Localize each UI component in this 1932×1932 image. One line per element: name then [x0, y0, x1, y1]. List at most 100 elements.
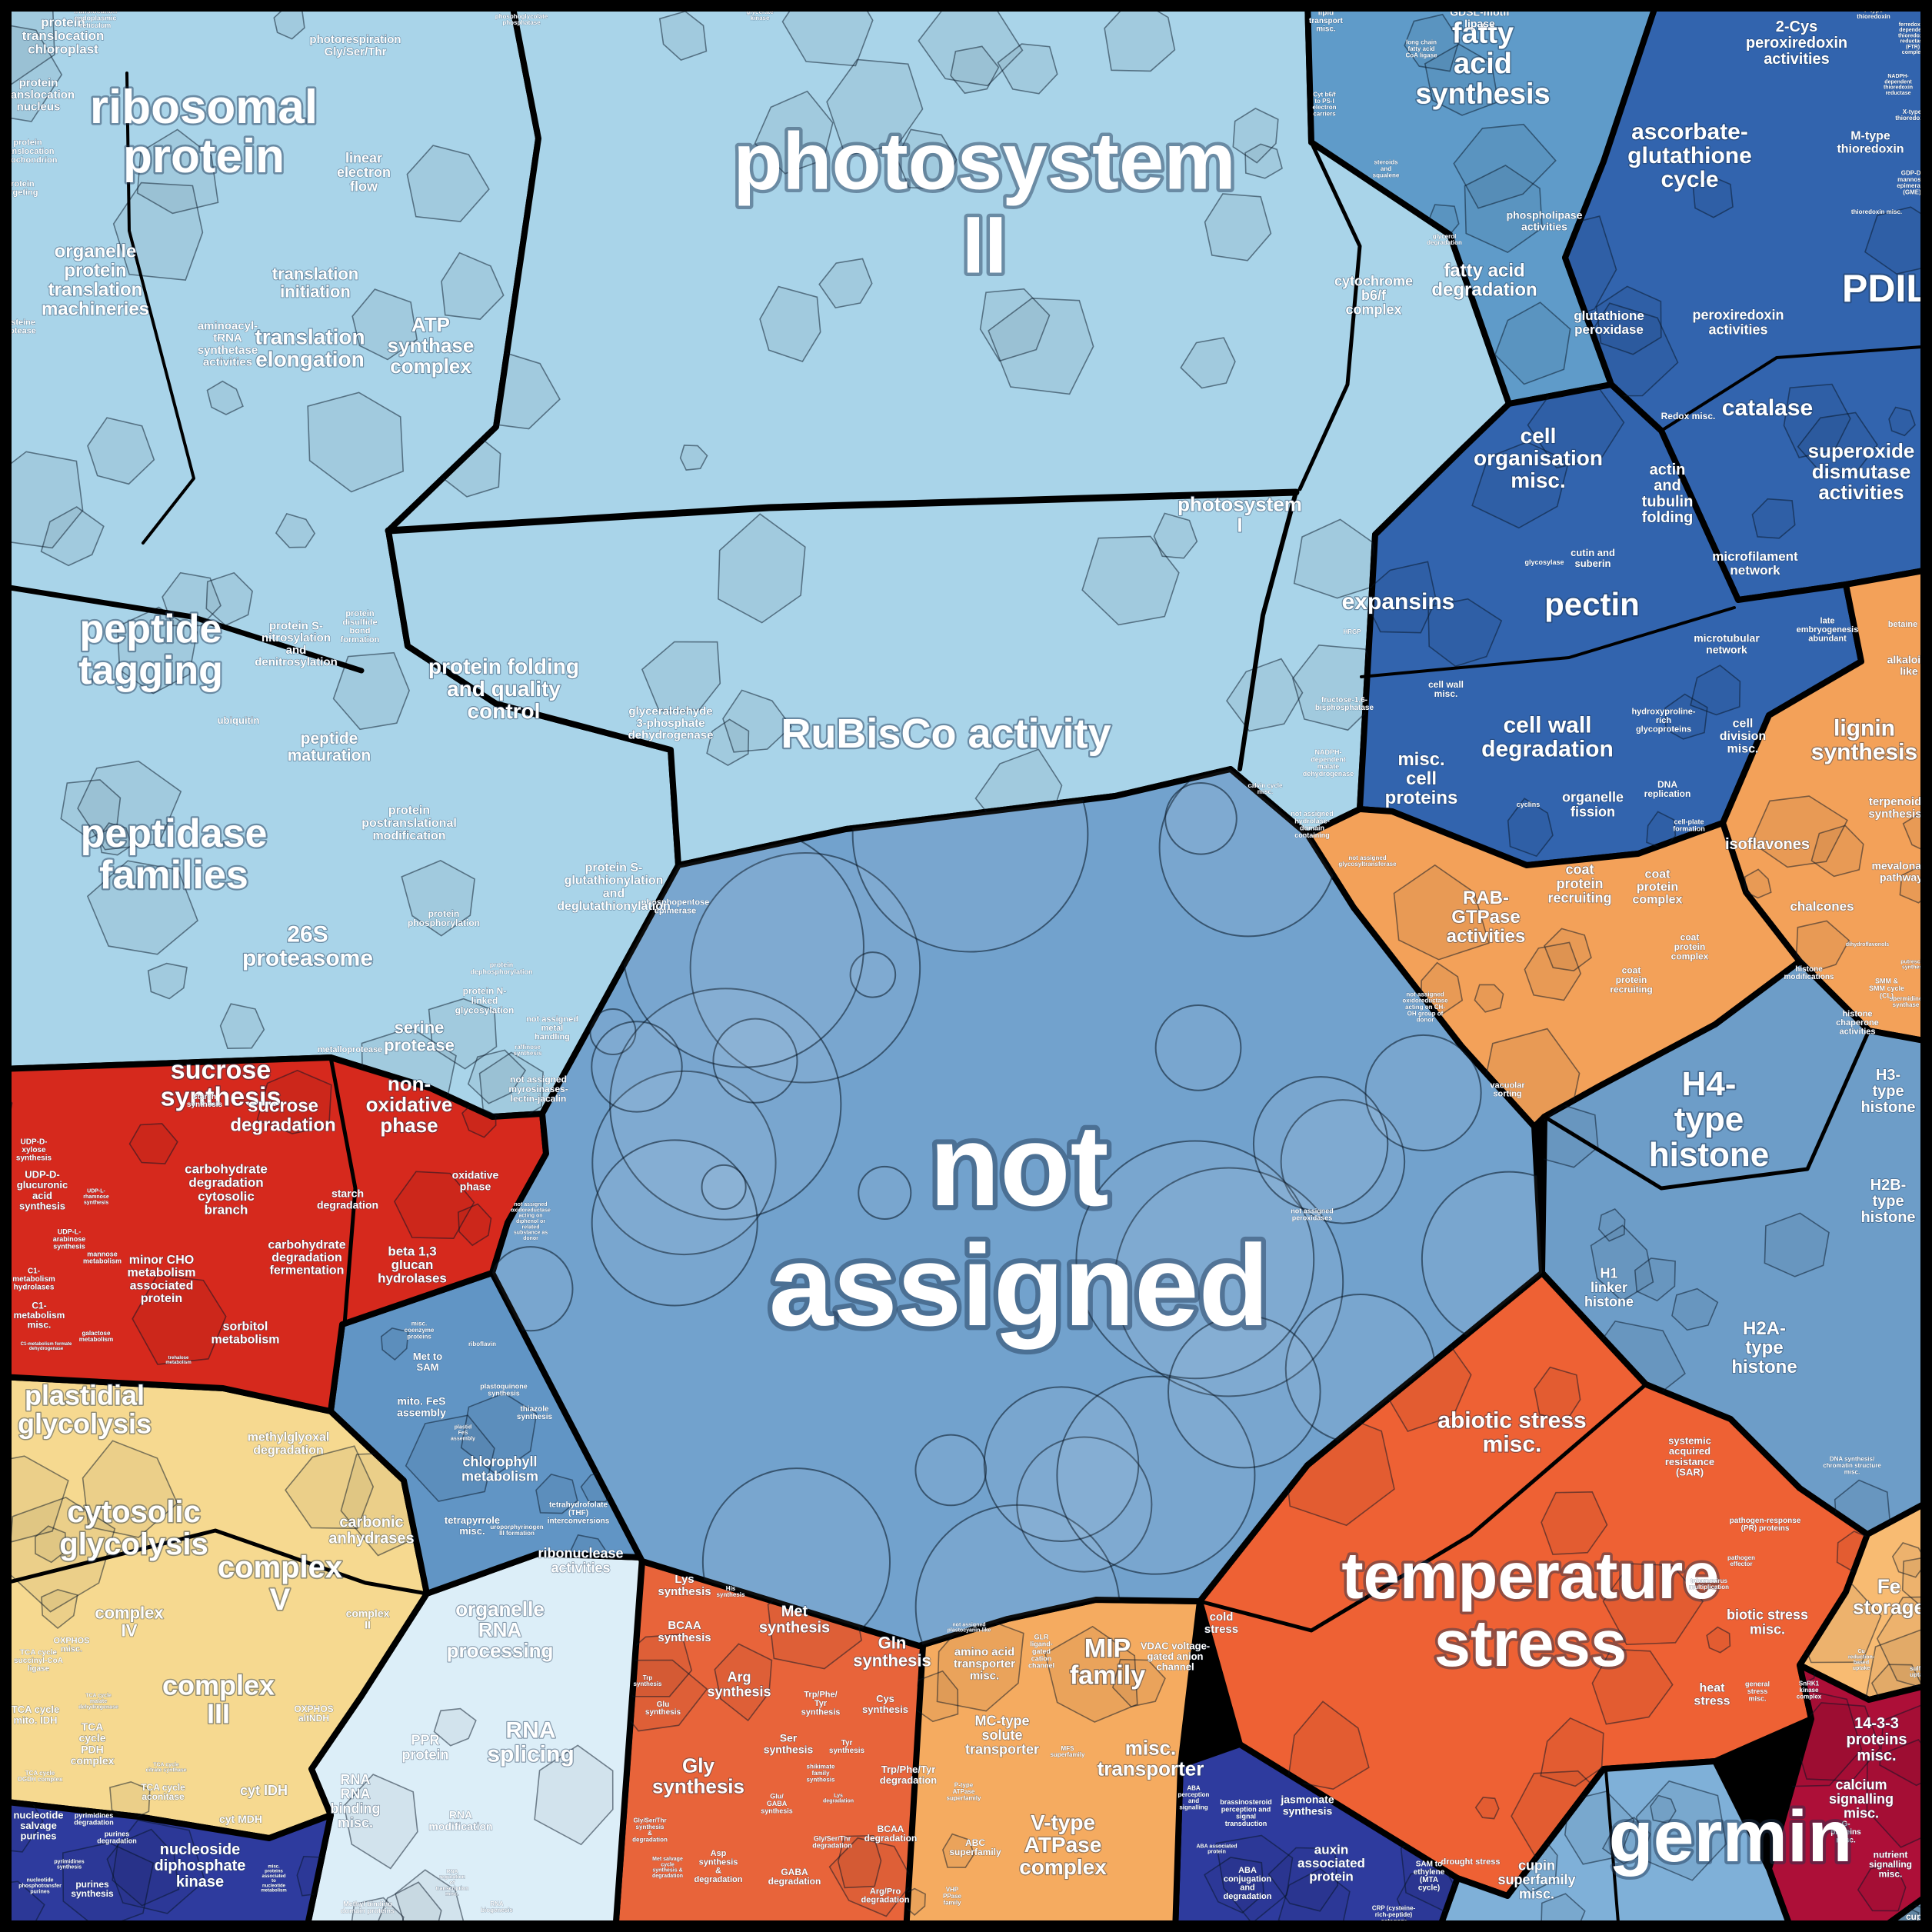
- label-sucrose-degradation: sucrose degradation: [230, 1096, 335, 1136]
- divider-line: [1660, 345, 1932, 432]
- label-nucleoside-diphosphate-kinase: nucleoside diphosphate kinase: [155, 1841, 246, 1890]
- label-dna-synthesis-chromatin-structure-misc: DNA synthesis/chromatin structure misc.: [1823, 1456, 1881, 1476]
- label-snrk1-kinase-complex: SnRK1 kinase complex: [1797, 1681, 1822, 1700]
- label-protein-n-linked-glycosylation: protein N-linked glycosylation: [455, 986, 515, 1016]
- label-phospholipase-activities: phospholipase activities: [1507, 209, 1583, 233]
- label-tca-cycle-succinyl-coa-ligase: TCA cycle succinyl-CoA ligase: [14, 1649, 63, 1674]
- label-carbohydrate-degradation-fermentation: carbohydrate degradation fermentation: [268, 1238, 345, 1277]
- label-translation-initiation: translation initiation: [272, 265, 358, 301]
- label-microfilament-network: microfilament network: [1712, 549, 1798, 578]
- label-udp-d-xylose-synthesis: UDP-D-xylose synthesis: [16, 1138, 52, 1163]
- label-tca-cycle-pdh-complex: TCA cycle PDH complex: [71, 1720, 115, 1767]
- dividers-layer: [0, 72, 1932, 1932]
- label-abiotic-stress-misc: abiotic stress misc.: [1437, 1407, 1586, 1457]
- label-sam-to-ethylene-mta-cycle: SAM to ethylene (MTA cycle): [1414, 1860, 1445, 1892]
- label-pyrimidines-degradation: pyrimidines degradation: [74, 1811, 114, 1826]
- label-rab-gtpase-activities: RAB-GTPase activities: [1447, 888, 1526, 947]
- divider-line: [1198, 1382, 1648, 1633]
- label-riboflavin: riboflavin: [468, 1341, 496, 1347]
- label-raffinose-synthesis: raffinose synthesis: [514, 1044, 542, 1057]
- label-photosystem-i: photosystem I: [1178, 492, 1302, 536]
- label-rubisco-activity: RuBisCo activity: [781, 711, 1111, 757]
- label-misc-transporter: misc. transporter: [1098, 1736, 1204, 1780]
- label-general-stress-misc: general stress misc.: [1745, 1681, 1770, 1703]
- label-glyceraldehyde-3-phosphate-dehydrogenase: glyceraldehyde 3-phosphate dehydrogenase: [628, 705, 714, 741]
- label-hydroxyproline-rich-glycoproteins: hydroxyproline-rich glycoproteins: [1631, 708, 1695, 734]
- label-calvin-cycle-misc: calvin cycle misc.: [1248, 782, 1283, 795]
- label-peptidase-families: peptidase families: [81, 811, 268, 898]
- label-bcaa-degradation: BCAA degradation: [864, 1824, 918, 1844]
- divider-line: [385, 488, 1300, 535]
- label-lys-degradation: Lys degradation: [823, 1793, 854, 1804]
- label-sorbitol-metabolism: sorbitol metabolism: [212, 1321, 280, 1347]
- label-dna-replication: DNA replication: [1644, 779, 1691, 799]
- label-rna-rna-binding-misc: RNA RNA binding misc.: [331, 1772, 381, 1830]
- label-glu-synthesis: Glu synthesis: [645, 1700, 681, 1717]
- label-glycosylase: glycosylase: [1524, 558, 1564, 566]
- label-arg-pro-degradation: Arg/Pro degradation: [861, 1887, 910, 1904]
- label-cupin-superfamily-misc: cupin superfamily misc.: [1497, 1857, 1575, 1901]
- label-rna-regulation-of-transcription-misc: RNA regulation of transcription misc.: [436, 1869, 469, 1897]
- label-translation-elongation: translation elongation: [255, 325, 365, 371]
- label-gaba-degradation: GABA degradation: [768, 1867, 821, 1887]
- label-protein-s-nitrosylation-and-denitrosylat: protein S-nitrosylation and denitrosylatio…: [255, 620, 338, 669]
- label-mip-family: MIP family: [1070, 1634, 1145, 1690]
- label-lignin-synthesis: lignin synthesis: [1811, 715, 1917, 764]
- divider-line: [1604, 1769, 1621, 1932]
- label-ubiquitin: ubiquitin: [218, 715, 260, 726]
- label-minor-cho-metabolism-associated-protein: minor CHO metabolism associated protein: [128, 1254, 196, 1305]
- label-cyt-idh: cyt IDH: [240, 1783, 288, 1798]
- label-c1-metabolism-hydrolases: C1-metabolism hydrolases: [12, 1267, 55, 1292]
- label-mannose-metabolism: mannose metabolism: [83, 1250, 122, 1264]
- label-tetrahydrofolate-thf-interconversions: tetrahydrofolate (THF) interconversions: [548, 1501, 610, 1526]
- label-trp-phe-tyr-synthesis: Trp/Phe/Tyr synthesis: [801, 1690, 841, 1717]
- label-brassinosteroid-perception-and-signal-tr: brassinosteroid perception and signal trans…: [1220, 1798, 1272, 1827]
- label-amino-acid-transporter-misc: amino acid transporter misc.: [954, 1645, 1015, 1682]
- label-late-embryogenesis-abundant: late embryogenesis abundant: [1797, 617, 1859, 644]
- label-expansins: expansins: [1342, 589, 1455, 615]
- label-actin-and-tubulin-folding: actin and tubulin folding: [1642, 461, 1694, 526]
- label-not-assigned-oxidoreductase-acting-on-ch: not assigned oxidoreductase acting on CH-O…: [1402, 991, 1448, 1023]
- label-metalloprotease: metalloprotease: [318, 1045, 382, 1054]
- label-heat-stress: heat stress: [1694, 1682, 1730, 1708]
- label-tetrapyrrole-misc: tetrapyrrole misc.: [445, 1514, 500, 1537]
- label-lys-synthesis: Lys synthesis: [658, 1573, 711, 1598]
- label-alkaloid-like: alkaloid-like: [1887, 654, 1931, 678]
- label-oxphos-altndh: OXPHOS altNDH: [294, 1704, 333, 1724]
- label-not-assigned-metal-handling: not assigned metal handling: [526, 1015, 578, 1042]
- label-mfs-superfamily: MFS superfamily: [1051, 1745, 1085, 1758]
- divider-line: [1297, 140, 1362, 491]
- label-tca-cycle-citrate-synthase: TCA cycle citrate synthase: [145, 1762, 186, 1773]
- label-peroxiredoxin-activities: peroxiredoxin activities: [1692, 308, 1784, 338]
- label-coat-protein-complex: coat protein complex: [1671, 932, 1709, 962]
- label-cyt-b6-f-to-ps-i-electron-carriers: Cyt b6/f to PS-I electron carriers: [1312, 92, 1336, 118]
- label-not-assigned-myrosinases-lectin-jacalin: not assigned myrosinases-lectin-jacalin: [508, 1074, 568, 1104]
- label-p-type-atpase-superfamily: P-type ATPase superfamily: [947, 1782, 981, 1802]
- label-oxphos-misc: OXPHOS misc.: [53, 1636, 89, 1654]
- label-peptide-maturation: peptide maturation: [288, 730, 371, 764]
- label-methylglyoxal-degradation: methylglyoxal degradation: [248, 1431, 330, 1457]
- label-linear-electron-flow: linear electron flow: [337, 150, 391, 194]
- label-cell-organisation-misc: cell organisation misc.: [1474, 424, 1603, 492]
- label-abc-superfamily: ABC superfamily: [949, 1837, 1001, 1857]
- label-fructose-1-6-bisphosphatase: fructose-1,6-bisphosphatase: [1315, 696, 1374, 712]
- label-h2a-type-histone: H2A-type histone: [1731, 1318, 1797, 1377]
- label-udp-l-arabinose-synthesis: UDP-L-arabinose synthesis: [53, 1228, 86, 1251]
- label-h1-linker-histone: H1 linker histone: [1584, 1265, 1634, 1309]
- label-lipid-transport-misc: lipid transport misc.: [1309, 9, 1344, 34]
- label-peptide-tagging: peptide tagging: [78, 607, 223, 693]
- label-temperature-stress: temperature stress: [1341, 1540, 1719, 1681]
- label-complex-ii: complex II: [346, 1607, 390, 1631]
- label-carbohydrate-degradation-cytosolic-branc: carbohydrate degradation cytosolic branch: [185, 1161, 268, 1217]
- label-complex-iii: complex III: [162, 1669, 275, 1729]
- label-aminoacyl-trna-synthetase-activities: aminoacyl-tRNA synthetase activities: [198, 320, 258, 369]
- label-cytosolic-glycolysis: cytosolic glycolysis: [59, 1495, 208, 1561]
- label-protein-disulfide-bond-formation: protein disulfide bond formation: [341, 609, 380, 645]
- divider-line: [0, 583, 365, 674]
- label-c1-metabolism-formate-dehydrogenase: C1-metabolism formate dehydrogenase: [21, 1342, 72, 1351]
- label-terpenoid-synthesis: terpenoid synthesis: [1868, 795, 1921, 821]
- label-met-salvage-cycle-synthesis-degradation: Met salvage cycle synthesis & degradation: [652, 1857, 683, 1879]
- label-not-assigned-peroxidases: not assigned peroxidases: [1291, 1207, 1334, 1221]
